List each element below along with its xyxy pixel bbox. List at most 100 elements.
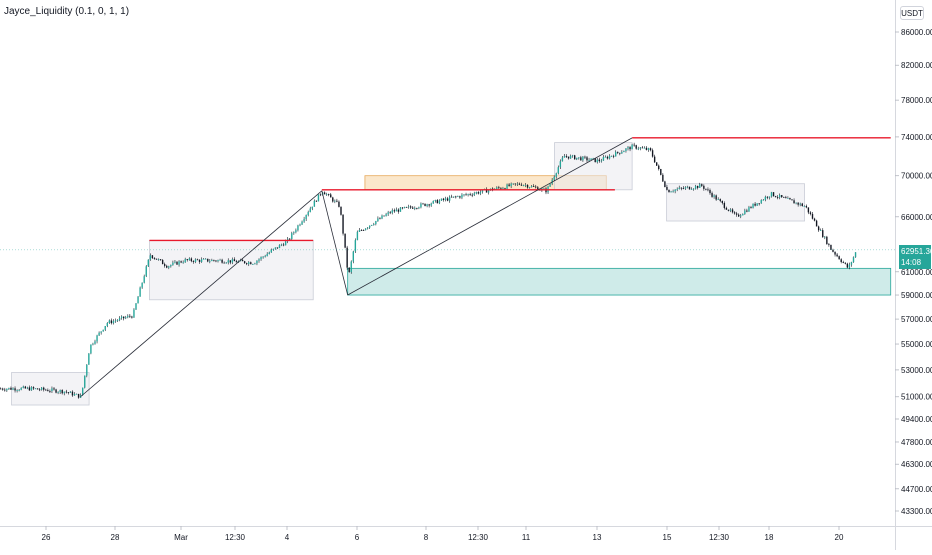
candle-body: [567, 156, 570, 159]
candle-body: [215, 260, 217, 262]
candle-body: [647, 148, 650, 150]
x-tick-label: Mar: [174, 533, 188, 542]
candle-body: [795, 202, 797, 204]
candle-body: [289, 238, 291, 240]
candle-body: [719, 199, 721, 201]
candle-body: [184, 259, 186, 263]
candle-body: [522, 185, 525, 186]
candle-body: [102, 329, 104, 332]
candle-body: [692, 188, 695, 190]
candle-body: [789, 198, 791, 200]
candle-body: [436, 199, 439, 204]
candle-body: [223, 262, 225, 264]
candle-body: [473, 193, 475, 196]
candle-body: [38, 389, 41, 391]
currency-button[interactable]: USDT: [900, 6, 924, 20]
time-axis[interactable]: 26 28 Mar 12:30 4 6 8 12:30 11 13 15 12:30 18 20: [42, 526, 844, 542]
candle-body: [711, 193, 713, 197]
candle-body: [846, 263, 849, 268]
candle-body: [332, 197, 334, 202]
candle-body: [526, 184, 529, 188]
candle-body: [84, 375, 86, 388]
candle-body: [746, 210, 748, 212]
x-tick-label: 12:30: [709, 533, 730, 542]
candle-body: [838, 256, 840, 260]
y-tick-label: 53000.00: [901, 366, 932, 375]
candle-body: [598, 159, 600, 162]
candle-body: [258, 259, 260, 261]
candle-body: [555, 173, 557, 177]
candle-body: [557, 167, 559, 174]
x-tick-label: 4: [285, 533, 290, 542]
candle-body: [514, 183, 516, 185]
candle-body: [270, 249, 272, 253]
candle-body: [793, 200, 795, 204]
candle-body: [366, 227, 369, 229]
candle-body: [750, 207, 752, 208]
candle-body: [291, 233, 293, 240]
candle-body: [159, 259, 162, 261]
candle-body: [701, 184, 703, 186]
candle-body: [764, 196, 767, 200]
candle-body: [16, 390, 18, 391]
candle-body: [264, 256, 266, 257]
candle-body: [71, 391, 74, 396]
y-tick-label: 74000.00: [901, 133, 932, 142]
candle-body: [811, 213, 814, 219]
candle-body: [448, 196, 451, 201]
candle-body: [760, 200, 762, 204]
candle-body: [319, 194, 322, 196]
candle-body: [364, 228, 367, 231]
candle-body: [143, 276, 145, 283]
candle-body: [164, 264, 166, 266]
candle-body: [346, 247, 348, 268]
candle-body: [133, 309, 135, 318]
candle-body: [733, 212, 736, 214]
candle-body: [533, 186, 535, 187]
candle-body: [662, 174, 664, 182]
x-tick-label: 11: [522, 533, 531, 542]
candle-body: [241, 259, 244, 262]
candle-body: [330, 194, 332, 198]
candle-body: [738, 214, 740, 217]
candle-body: [129, 315, 131, 317]
candle-body: [2, 388, 4, 390]
candle-body: [256, 260, 258, 264]
x-tick-label: 6: [355, 533, 360, 542]
y-tick-label: 55000.00: [901, 340, 932, 349]
candle-body: [770, 192, 773, 197]
candle-body: [12, 388, 14, 390]
candle-body: [610, 155, 613, 157]
candle-body: [196, 259, 199, 261]
candle-body: [149, 255, 152, 260]
candle-body: [325, 194, 328, 196]
candle-body: [682, 188, 685, 189]
candle-body: [621, 152, 623, 154]
candle-body: [824, 236, 826, 238]
x-tick-label: 13: [593, 533, 602, 542]
candle-body: [57, 392, 59, 393]
candle-body: [356, 231, 359, 241]
candle-body: [309, 208, 311, 213]
price-axis[interactable]: 86000.00 82000.00 78000.00 74000.00 70000.00…: [895, 28, 932, 516]
candle-body: [709, 190, 711, 194]
candle-body: [428, 204, 430, 206]
candle-body: [168, 266, 170, 268]
candle-body: [832, 249, 834, 252]
candle-body: [840, 259, 842, 263]
candle-body: [580, 157, 582, 161]
candle-body: [672, 191, 674, 193]
candle-body: [549, 183, 551, 187]
x-tick-label: 12:30: [225, 533, 246, 542]
candle-body: [49, 391, 51, 392]
indicator-legend[interactable]: Jayce_Liquidity (0.1, 0, 1, 1): [4, 6, 130, 17]
candle-body: [430, 203, 432, 206]
candle-body: [373, 224, 375, 225]
candle-body: [582, 156, 584, 161]
candle-body: [434, 199, 436, 201]
candle-body: [461, 194, 463, 198]
candle-body: [508, 184, 510, 187]
candle-body: [815, 220, 818, 227]
